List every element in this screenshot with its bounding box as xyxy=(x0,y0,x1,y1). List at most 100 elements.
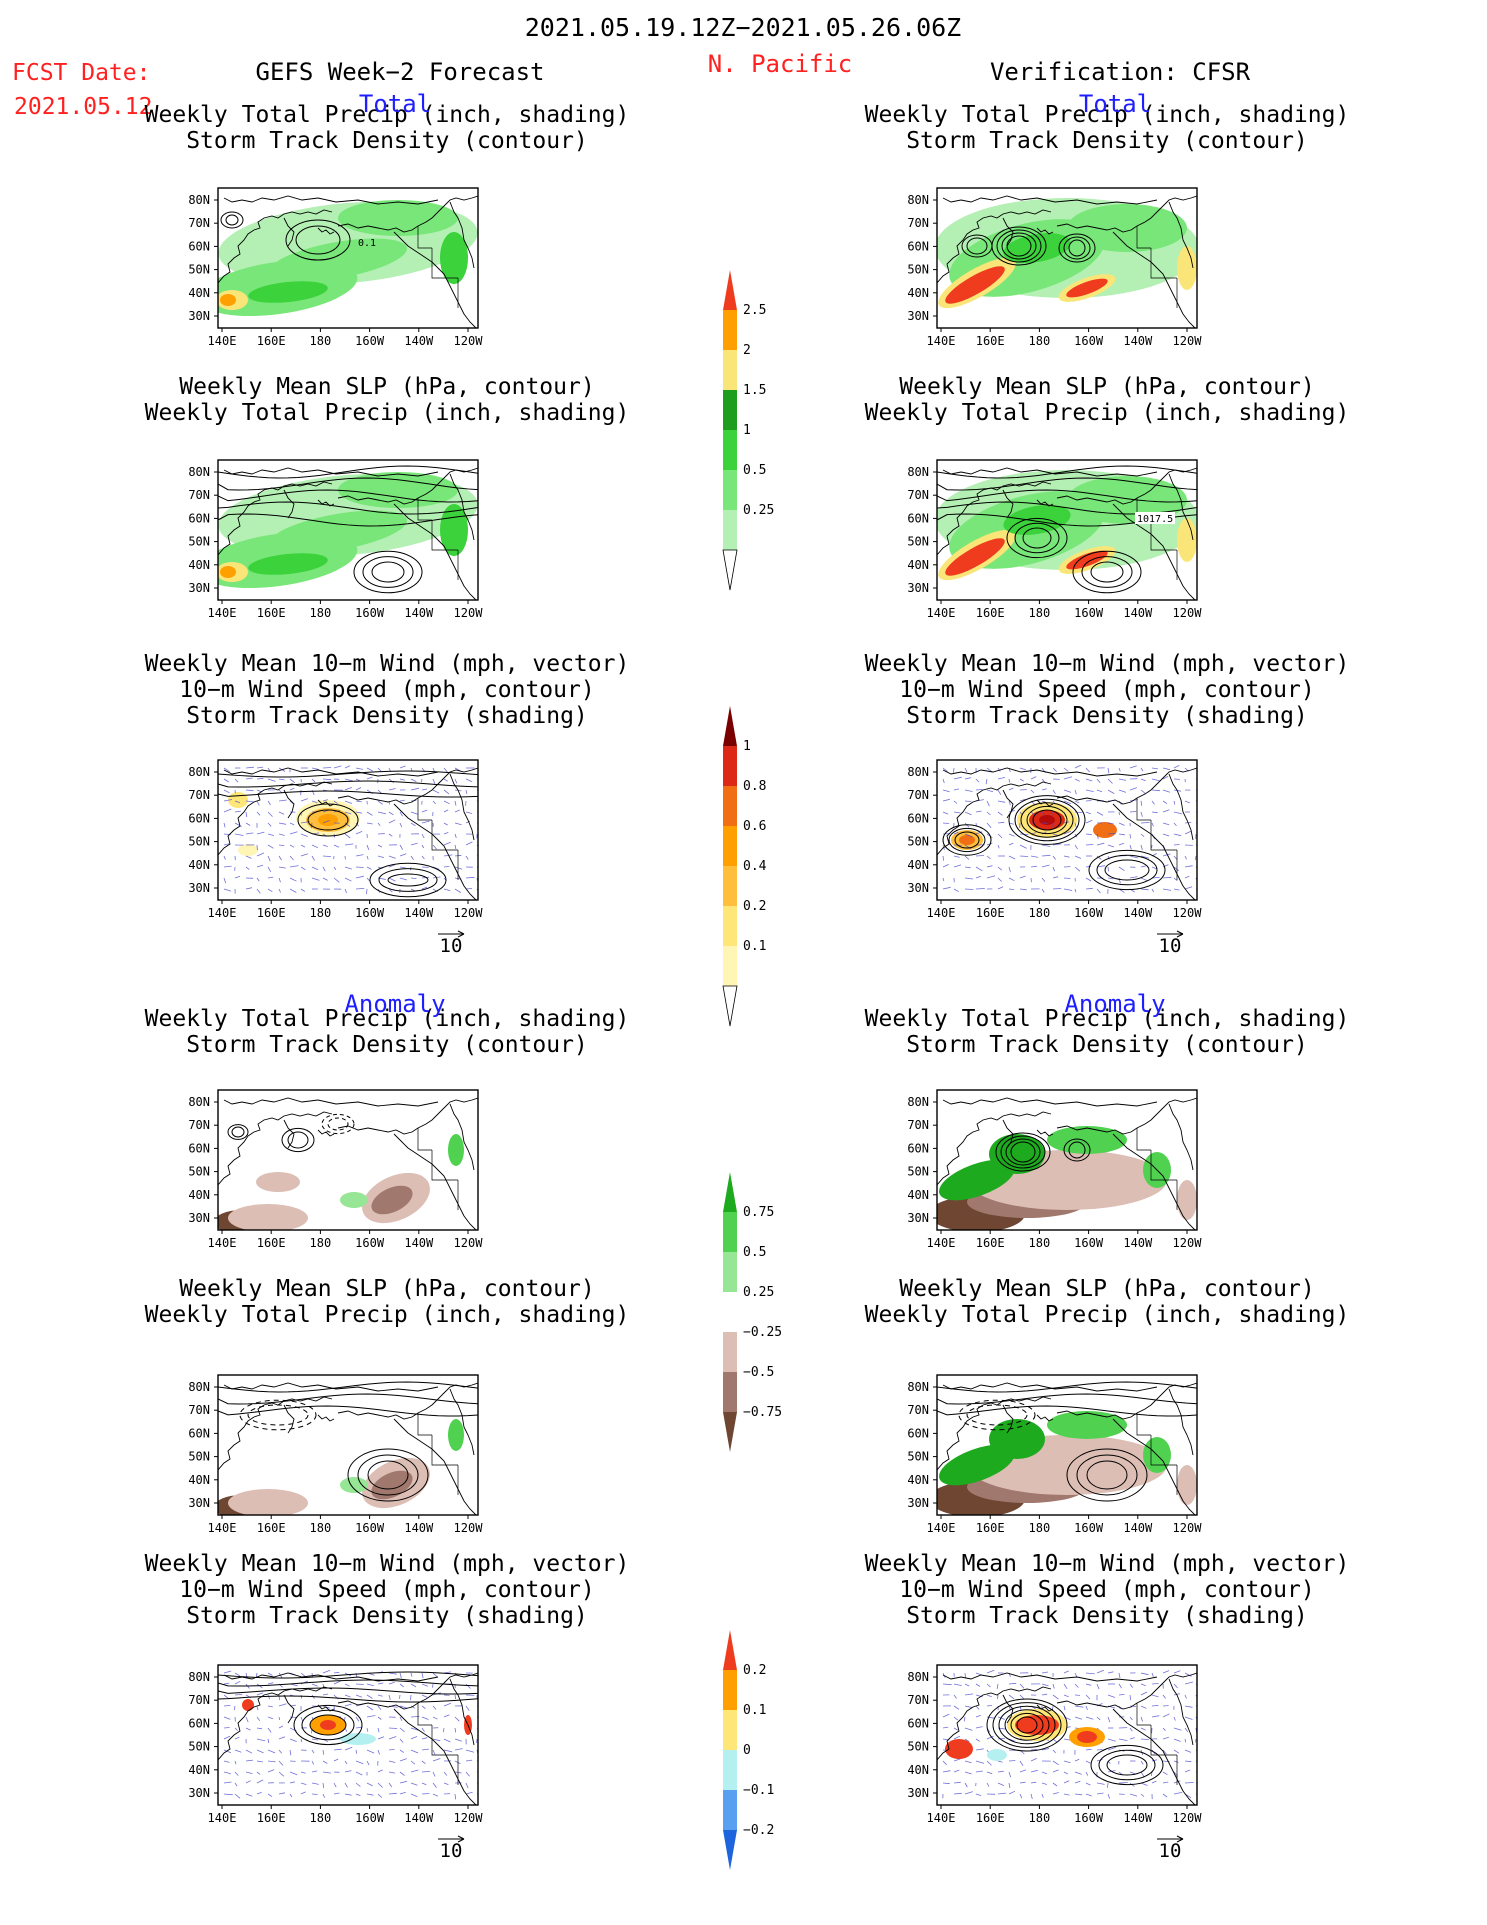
section-labels: Total Total Anomaly Anomaly xyxy=(344,90,1165,1018)
cfsr-anomaly-wind-storm-lat-70N: 70N xyxy=(907,1693,929,1707)
cfsr-total-precip-storm-lat-30N: 30N xyxy=(907,309,929,323)
cfsr-anomaly-wind-storm-title-1: Weekly Mean 10−m Wind (mph, vector) xyxy=(865,1551,1350,1577)
cfsr-anomaly-wind-storm-lat-50N: 50N xyxy=(907,1740,929,1754)
right-column-title: Verification: CFSR xyxy=(990,58,1251,86)
colorbar-storm-total: 1 0.8 0.6 0.4 0.2 0.1 xyxy=(722,706,767,1027)
cfsr-total-slp-precip-map: 80N 70N 60N 50N 40N 30N 140E 160E 180 160W 140W 120… xyxy=(907,459,1203,620)
gefs-total-wind-storm-title-1: Weekly Mean 10−m Wind (mph, vector) xyxy=(145,651,630,677)
gefs-anomaly-precip-storm-lon-140E: 140E xyxy=(208,1236,237,1250)
gefs-anomaly-precip-storm-lon-120W: 120W xyxy=(454,1236,484,1250)
gefs-total-wind-storm-lat-40N: 40N xyxy=(188,858,210,872)
cfsr-total-slp-precip-lon-180: 180 xyxy=(1029,606,1051,620)
vector-ref-label: 10 xyxy=(440,1840,463,1862)
colorbar-label: 0.2 xyxy=(743,1663,766,1678)
gefs-anomaly-wind-storm-title-3: Storm Track Density (shading) xyxy=(186,1603,588,1629)
section-label-total: Total xyxy=(359,90,431,118)
gefs-total-slp-precip-title-2: Weekly Total Precip (inch, shading) xyxy=(145,400,630,426)
gefs-anomaly-slp-precip-lon-180: 180 xyxy=(310,1521,332,1535)
gefs-total-wind-storm-lat-60N: 60N xyxy=(188,811,210,825)
cfsr-total-wind-storm-vector-ref: 10 xyxy=(1157,930,1184,957)
fcst-date-value: 2021.05.12 xyxy=(14,94,152,120)
cfsr-total-wind-storm-lon-120W: 120W xyxy=(1173,906,1203,920)
cfsr-anomaly-slp-precip-lat-70N: 70N xyxy=(907,1403,929,1417)
gefs-anomaly-precip-storm-map: 80N 70N 60N 50N 40N 30N 140E 160E 180 160W 140W 120… xyxy=(188,1089,484,1250)
cfsr-total-wind-storm-lat-80N: 80N xyxy=(907,765,929,779)
cfsr-total-slp-precip-title-2: Weekly Total Precip (inch, shading) xyxy=(865,400,1350,426)
cfsr-anomaly-precip-storm-title-1: Weekly Total Precip (inch, shading) xyxy=(865,1006,1350,1032)
cfsr-total-slp-precip-lon-160W: 160W xyxy=(1074,606,1104,620)
gefs-anomaly-precip-storm-lon-160E: 160E xyxy=(257,1236,286,1250)
cfsr-anomaly-wind-storm-lon-140W: 140W xyxy=(1123,1811,1153,1825)
cfsr-anomaly-wind-storm-lat-40N: 40N xyxy=(907,1763,929,1777)
gefs-total-slp-precip-lon-160E: 160E xyxy=(257,606,286,620)
cfsr-anomaly-precip-storm-lon-160W: 160W xyxy=(1074,1236,1104,1250)
cfsr-anomaly-slp-precip-lon-180: 180 xyxy=(1029,1521,1051,1535)
cfsr-anomaly-wind-storm-lon-160W: 160W xyxy=(1074,1811,1104,1825)
gefs-total-wind-storm-lon-180: 180 xyxy=(310,906,332,920)
gefs-anomaly-slp-precip-lat-60N: 60N xyxy=(188,1426,210,1440)
cfsr-total-wind-storm-title-3: Storm Track Density (shading) xyxy=(906,703,1308,729)
colorbar-label: 0 xyxy=(743,1743,751,1758)
colorbar-label: 0.8 xyxy=(743,779,766,794)
cfsr-total-precip-storm-lon-180: 180 xyxy=(1029,334,1051,348)
cfsr-anomaly-slp-precip-lon-140W: 140W xyxy=(1123,1521,1153,1535)
cfsr-anomaly-slp-precip-map: 80N 70N 60N 50N 40N 30N 140E 160E 180 160W 140W 120… xyxy=(907,1374,1202,1535)
gefs-anomaly-wind-storm-lon-140W: 140W xyxy=(404,1811,434,1825)
cfsr-total-slp-precip-lat-60N: 60N xyxy=(907,511,929,525)
gefs-total-precip-storm-lat-50N: 50N xyxy=(188,263,210,277)
gefs-total-slp-precip-lon-120W: 120W xyxy=(454,606,484,620)
gefs-anomaly-wind-storm-lat-50N: 50N xyxy=(188,1740,210,1754)
cfsr-total-wind-storm-lat-30N: 30N xyxy=(907,881,929,895)
cfsr-total-slp-precip-lat-30N: 30N xyxy=(907,581,929,595)
gefs-total-wind-storm-lat-50N: 50N xyxy=(188,835,210,849)
cfsr-total-slp-precip-lat-40N: 40N xyxy=(907,558,929,572)
gefs-anomaly-wind-storm-vector-ref: 10 xyxy=(438,1835,465,1862)
cfsr-anomaly-precip-storm-lat-60N: 60N xyxy=(907,1141,929,1155)
gefs-total-wind-storm-title-3: Storm Track Density (shading) xyxy=(186,703,588,729)
cfsr-total-precip-storm-title-2: Storm Track Density (contour) xyxy=(906,128,1308,154)
gefs-anomaly-slp-precip-map: 80N 70N 60N 50N 40N 30N 140E 160E 180 160W 140W 120… xyxy=(188,1374,483,1535)
colorbar-label: −0.5 xyxy=(743,1365,774,1380)
gefs-anomaly-precip-storm-lat-60N: 60N xyxy=(188,1141,210,1155)
gefs-total-slp-precip-lon-160W: 160W xyxy=(355,606,385,620)
gefs-anomaly-slp-precip-lon-160E: 160E xyxy=(257,1521,286,1535)
cfsr-anomaly-precip-storm-lon-180: 180 xyxy=(1029,1236,1051,1250)
cfsr-total-slp-precip-lat-50N: 50N xyxy=(907,535,929,549)
gefs-anomaly-slp-precip-lon-140W: 140W xyxy=(404,1521,434,1535)
cfsr-total-wind-storm-lat-70N: 70N xyxy=(907,788,929,802)
cfsr-anomaly-wind-storm-title-2: 10−m Wind Speed (mph, contour) xyxy=(899,1577,1314,1603)
cfsr-anomaly-wind-storm-title-3: Storm Track Density (shading) xyxy=(906,1603,1308,1629)
gefs-total-slp-precip-map: 80N 70N 60N 50N 40N 30N 140E 160E 180 160W 140W 120… xyxy=(188,459,484,620)
gefs-total-slp-precip-lat-50N: 50N xyxy=(188,535,210,549)
gefs-anomaly-precip-storm-title-1: Weekly Total Precip (inch, shading) xyxy=(145,1006,630,1032)
cfsr-total-slp-precip-lon-140W: 140W xyxy=(1123,606,1153,620)
gefs-anomaly-precip-storm-lat-30N: 30N xyxy=(188,1211,210,1225)
colorbar-label: −0.2 xyxy=(743,1823,774,1838)
cfsr-total-precip-storm-map: 80N 70N 60N 50N 40N 30N 140E 160E 180 160W 140W 120… xyxy=(907,187,1202,348)
gefs-anomaly-precip-storm-lon-160W: 160W xyxy=(355,1236,385,1250)
cfsr-total-wind-storm-title-1: Weekly Mean 10−m Wind (mph, vector) xyxy=(865,651,1350,677)
cfsr-anomaly-wind-storm-lon-120W: 120W xyxy=(1173,1811,1203,1825)
cfsr-anomaly-slp-precip-lat-50N: 50N xyxy=(907,1450,929,1464)
date-range-title: 2021.05.19.12Z−2021.05.26.06Z xyxy=(525,13,962,42)
cfsr-total-wind-storm-lat-40N: 40N xyxy=(907,858,929,872)
cfsr-total-precip-storm-title-1: Weekly Total Precip (inch, shading) xyxy=(865,102,1350,128)
cfsr-anomaly-slp-precip-title-1: Weekly Mean SLP (hPa, contour) xyxy=(899,1276,1314,1302)
colorbar-label: 1 xyxy=(743,739,751,754)
cfsr-total-slp-precip-lon-120W: 120W xyxy=(1173,606,1203,620)
gefs-total-precip-storm-title-2: Storm Track Density (contour) xyxy=(186,128,588,154)
colorbar-label: 0.2 xyxy=(743,899,766,914)
gefs-total-slp-precip-lat-40N: 40N xyxy=(188,558,210,572)
gefs-total-precip-storm-lat-60N: 60N xyxy=(188,239,210,253)
cfsr-anomaly-precip-storm-lat-80N: 80N xyxy=(907,1095,929,1109)
vector-ref-label: 10 xyxy=(1159,935,1182,957)
gefs-total-wind-storm-lat-80N: 80N xyxy=(188,765,210,779)
region-title: N. Pacific xyxy=(708,50,853,78)
colorbar-storm-anomaly: 0.2 0.1 0 −0.1 −0.2 xyxy=(723,1630,774,1870)
colorbar-label: 0.5 xyxy=(743,463,766,478)
colorbar-precip-anomaly: 0.75 0.5 0.25 −0.25 −0.5 −0.75 xyxy=(723,1172,782,1452)
gefs-anomaly-wind-storm-lat-60N: 60N xyxy=(188,1716,210,1730)
gefs-anomaly-slp-precip-lon-140E: 140E xyxy=(208,1521,237,1535)
gefs-anomaly-wind-storm-lon-120W: 120W xyxy=(454,1811,484,1825)
